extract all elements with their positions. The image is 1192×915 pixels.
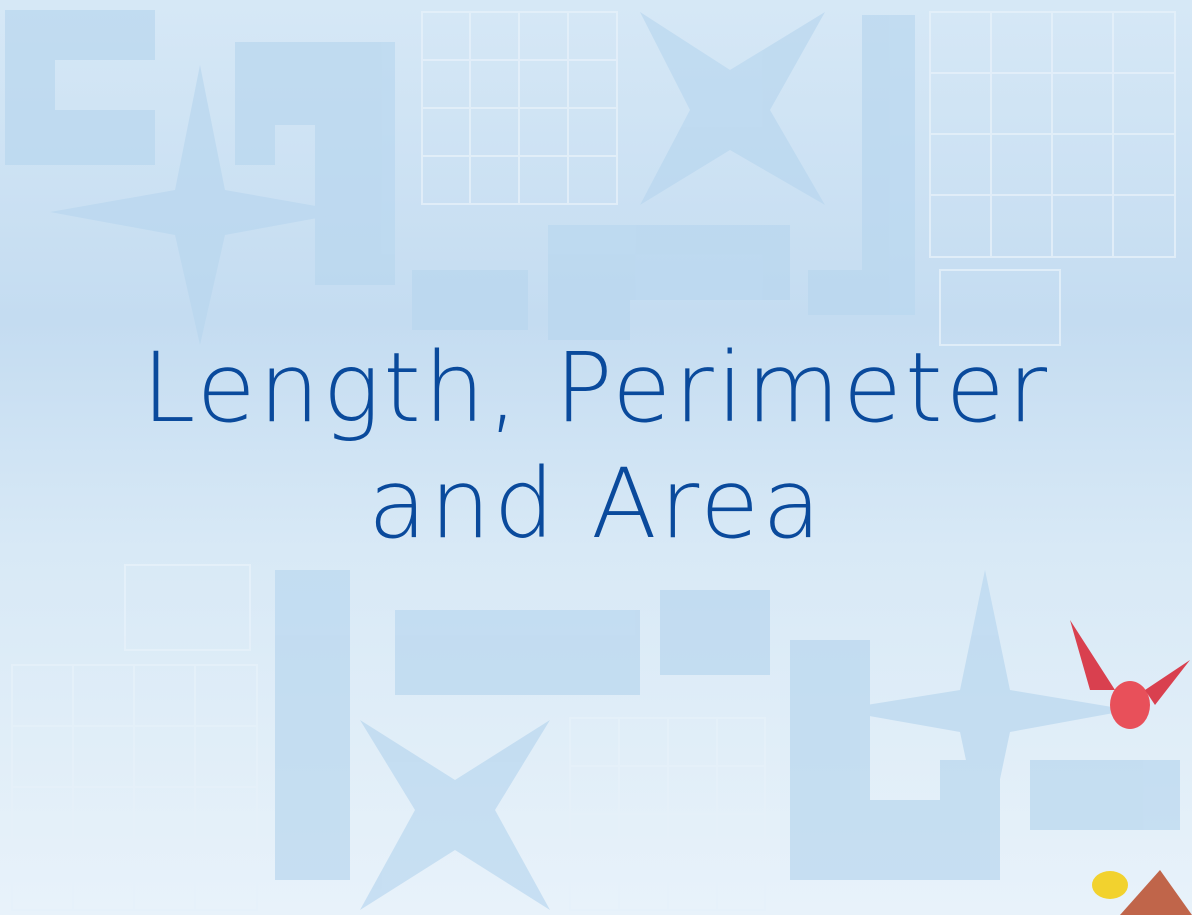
birds [1070,620,1192,915]
title: Length, Perimeter and Area [0,330,1192,562]
title-line: Length, Perimeter [141,332,1051,444]
title-line: and Area [367,448,825,560]
